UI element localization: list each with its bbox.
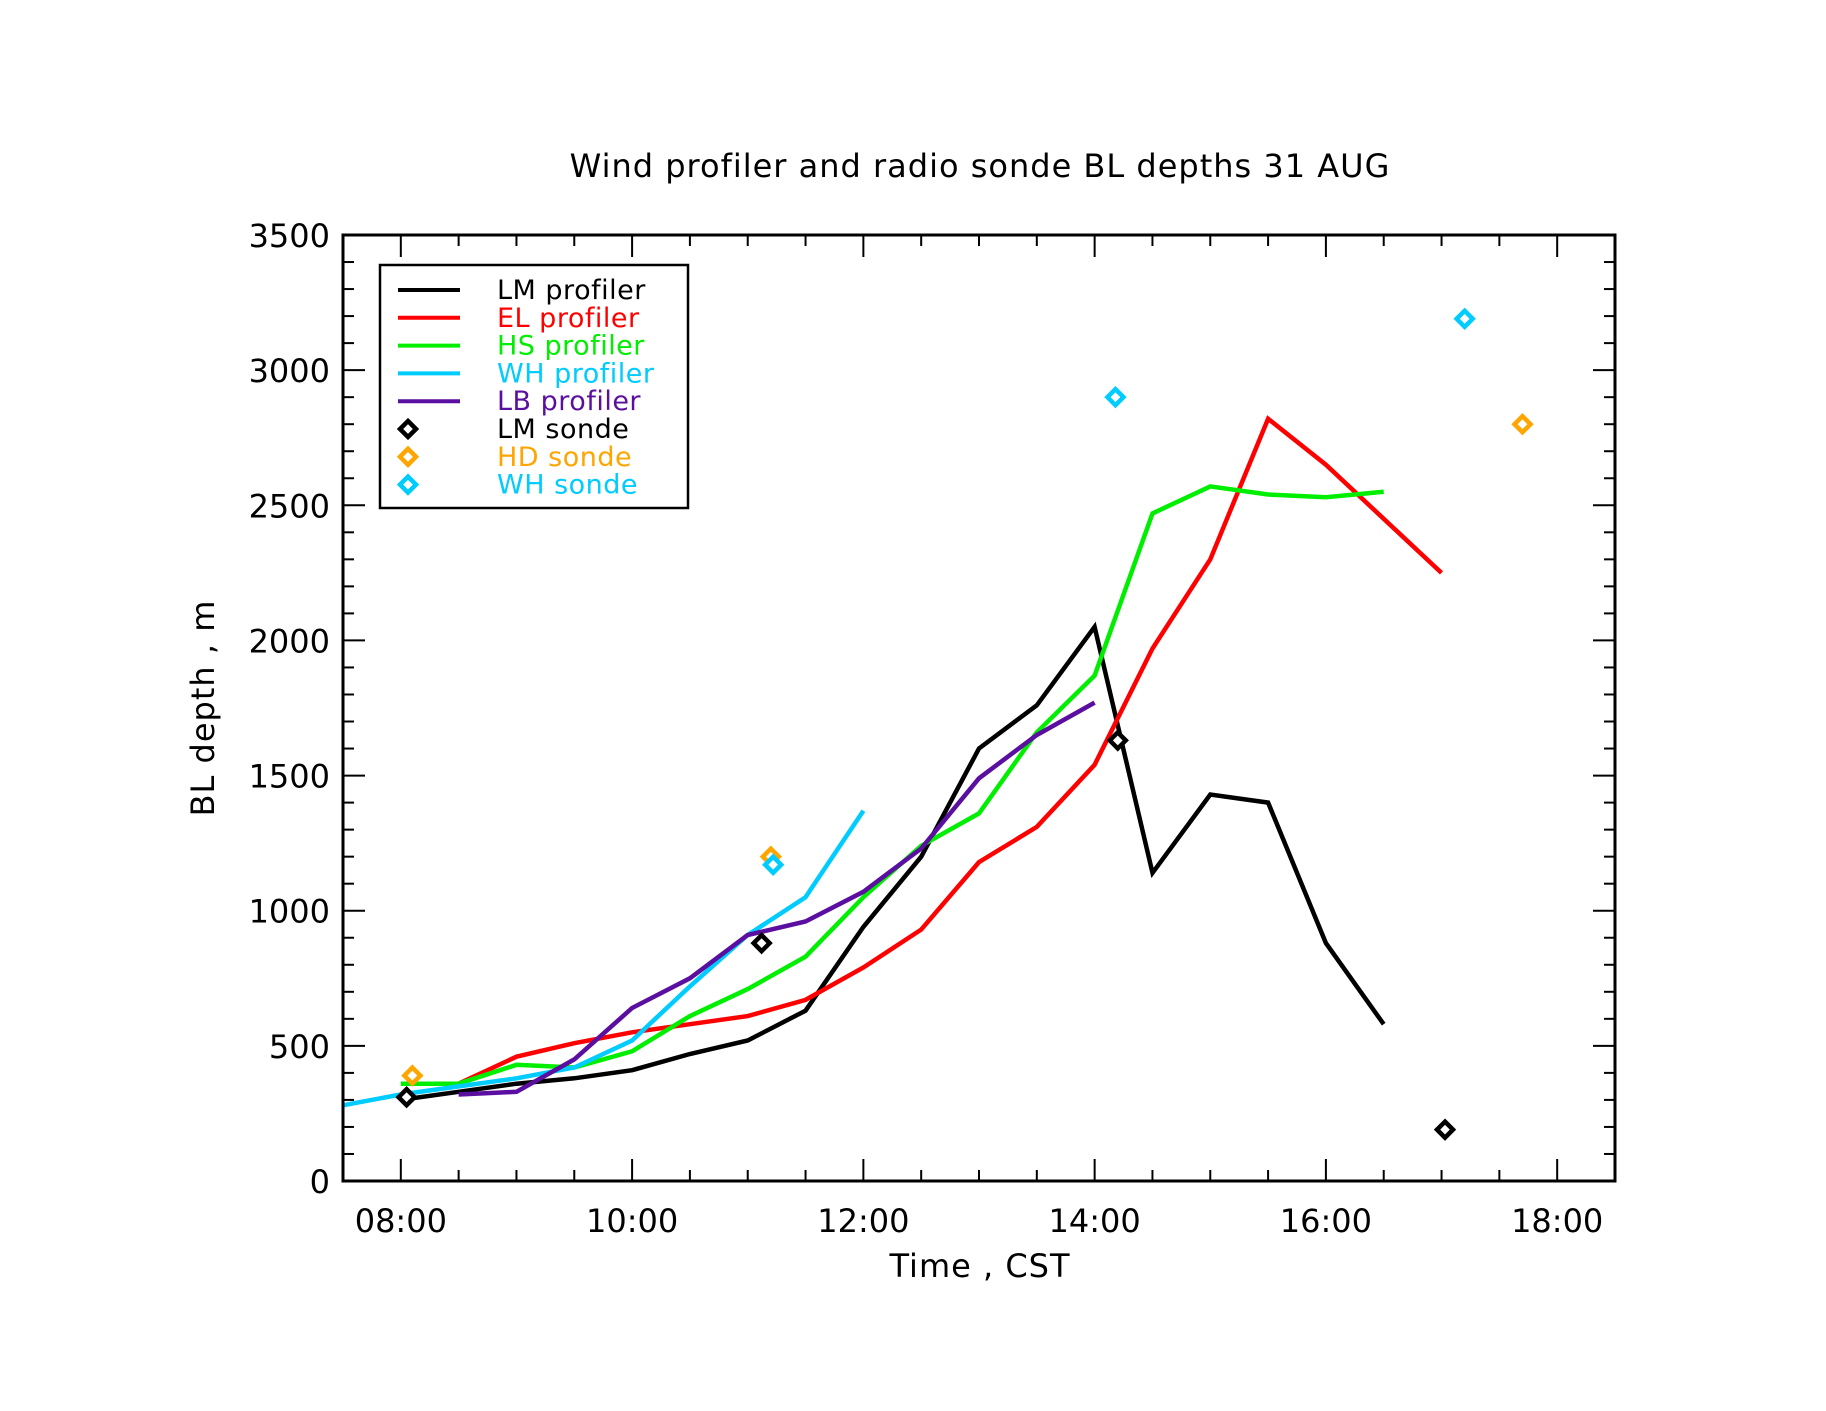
y-tick-label: 3000: [249, 352, 330, 390]
lm-sonde-marker: [1433, 1118, 1457, 1141]
x-tick-label: 18:00: [1511, 1202, 1603, 1240]
x-tick-label: 12:00: [817, 1202, 909, 1240]
wh-sonde-marker: [1453, 307, 1476, 330]
y-tick-label: 0: [310, 1163, 330, 1201]
legend-swatch-hd-sonde: [396, 445, 420, 468]
el-profiler-line: [457, 415, 1444, 1086]
legend-label-wh-profiler: WH profiler: [497, 358, 655, 389]
x-tick-label: 08:00: [355, 1202, 447, 1240]
y-tick-label: 3500: [249, 217, 330, 255]
legend-label-el-profiler: EL profiler: [497, 303, 640, 334]
legend-label-lb-profiler: LB profiler: [497, 386, 641, 417]
lm-profiler-line: [400, 621, 1386, 1103]
x-axis-title: Time , CST: [888, 1247, 1070, 1285]
x-tick-label: 10:00: [586, 1202, 678, 1240]
series-layer: [342, 307, 1534, 1141]
wh-sonde-marker: [1104, 385, 1127, 409]
y-tick-label: 2500: [249, 487, 330, 525]
wh-sonde-marker: [761, 853, 785, 876]
lm-sonde-marker: [750, 931, 773, 955]
y-tick-label: 1000: [249, 893, 330, 931]
legend-label-wh-sonde: WH sonde: [497, 470, 638, 501]
legend-label-lm-sonde: LM sonde: [497, 414, 629, 445]
y-axis-title: BL depth , m: [184, 600, 222, 817]
x-tick-label: 16:00: [1280, 1202, 1372, 1240]
legend-swatch-lm-sonde: [396, 417, 420, 441]
legend-label-hs-profiler: HS profiler: [497, 331, 645, 362]
wh-profiler-line: [342, 809, 866, 1108]
x-tick-label: 14:00: [1049, 1202, 1141, 1240]
chart-title: Wind profiler and radio sonde BL depths …: [570, 147, 1391, 185]
legend-label-hd-sonde: HD sonde: [497, 442, 632, 473]
legend-swatch-wh-sonde: [396, 473, 420, 496]
y-tick-label: 500: [269, 1028, 330, 1066]
lm-sonde-marker: [395, 1086, 418, 1109]
hd-sonde-marker: [1511, 413, 1534, 436]
legend-label-lm-profiler: LM profiler: [497, 275, 646, 306]
axes: 0 500 1000 1500 2000 2500 3000 3500 08:00 10:00 12…: [249, 217, 1616, 1240]
lb-profiler-line: [458, 700, 1096, 1097]
y-tick-label: 2000: [249, 622, 330, 660]
hs-profiler-line: [400, 484, 1384, 1086]
legend-box: [378, 263, 690, 510]
hd-sonde-marker: [401, 1064, 424, 1087]
y-tick-label: 1500: [249, 758, 330, 796]
lm-sonde-marker: [1106, 729, 1129, 752]
